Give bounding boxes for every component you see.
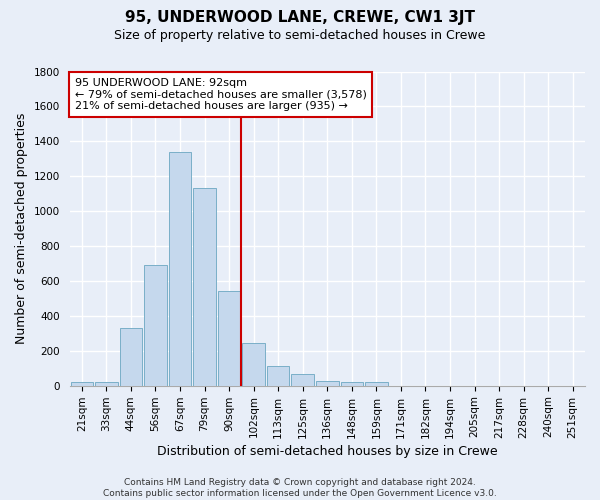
Text: 95, UNDERWOOD LANE, CREWE, CW1 3JT: 95, UNDERWOOD LANE, CREWE, CW1 3JT <box>125 10 475 25</box>
Bar <box>119 328 142 386</box>
Bar <box>71 382 93 386</box>
Bar <box>341 382 363 386</box>
X-axis label: Distribution of semi-detached houses by size in Crewe: Distribution of semi-detached houses by … <box>157 444 497 458</box>
Bar <box>365 382 388 386</box>
Bar <box>144 266 167 386</box>
Bar <box>169 152 191 386</box>
Text: 95 UNDERWOOD LANE: 92sqm
← 79% of semi-detached houses are smaller (3,578)
21% o: 95 UNDERWOOD LANE: 92sqm ← 79% of semi-d… <box>74 78 367 111</box>
Bar <box>218 290 241 386</box>
Text: Contains HM Land Registry data © Crown copyright and database right 2024.
Contai: Contains HM Land Registry data © Crown c… <box>103 478 497 498</box>
Bar <box>292 374 314 386</box>
Bar <box>193 188 216 386</box>
Y-axis label: Number of semi-detached properties: Number of semi-detached properties <box>15 113 28 344</box>
Bar <box>316 382 338 386</box>
Bar <box>95 382 118 386</box>
Text: Size of property relative to semi-detached houses in Crewe: Size of property relative to semi-detach… <box>115 29 485 42</box>
Bar <box>242 343 265 386</box>
Bar <box>267 366 289 386</box>
